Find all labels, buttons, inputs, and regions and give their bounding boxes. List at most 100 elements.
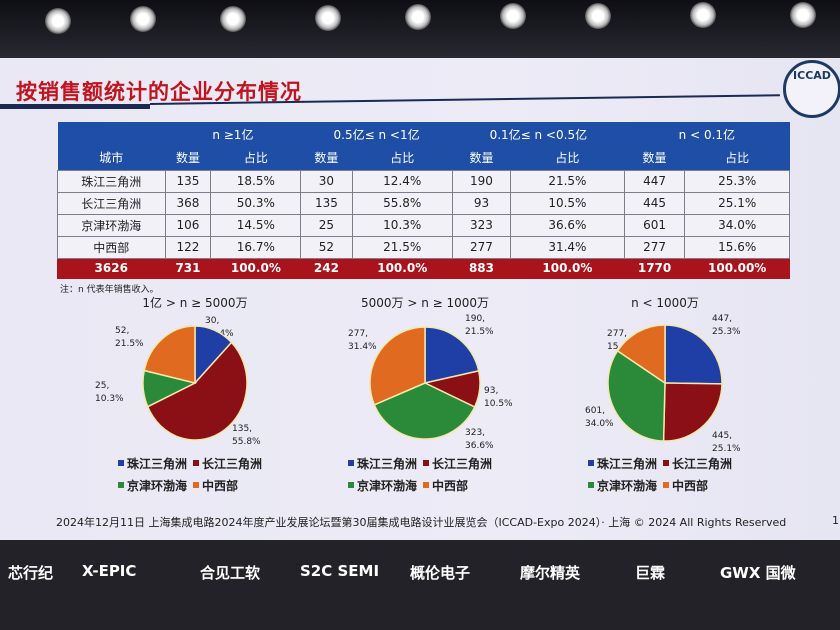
total-cell: 731 bbox=[164, 257, 212, 279]
group-header: n < 0.1亿 bbox=[624, 122, 790, 146]
table-row: 珠江三角洲 135 18.5% 30 12.4% 190 21.5% 447 25.3% bbox=[57, 169, 790, 193]
legend-label: 长江三角洲 bbox=[672, 457, 733, 471]
pie-slice bbox=[662, 382, 723, 442]
value-cell: 18.5% bbox=[210, 169, 302, 193]
slice-label: 93, 10.5% bbox=[484, 386, 513, 409]
total-cell: 883 bbox=[451, 257, 512, 279]
stage-light bbox=[315, 5, 341, 31]
slice-label: 25, 10.3% bbox=[95, 381, 124, 404]
city-cell: 长江三角洲 bbox=[57, 191, 166, 215]
sponsor-logo: 芯行纪 bbox=[8, 564, 54, 582]
legend-item: 中西部 bbox=[423, 479, 468, 493]
legend-swatch bbox=[663, 482, 670, 488]
slice-label: 190, 21.5% bbox=[465, 314, 494, 337]
stage-lights bbox=[0, 0, 840, 62]
pie-legend: 珠江三角洲 长江三角洲 京津环渤海 中西部 bbox=[118, 453, 318, 497]
pie-title: 1亿 > n ≥ 5000万 bbox=[142, 296, 248, 310]
pie-title: n < 1000万 bbox=[631, 296, 699, 310]
legend-label: 中西部 bbox=[202, 479, 239, 493]
legend-label: 长江三角洲 bbox=[202, 457, 263, 471]
table-row: 中西部 122 16.7% 52 21.5% 277 31.4% 277 15.6% bbox=[57, 235, 790, 259]
legend-swatch bbox=[588, 460, 594, 466]
pie-slice bbox=[146, 341, 248, 441]
legend-label: 中西部 bbox=[432, 479, 469, 493]
value-cell: 368 bbox=[164, 191, 212, 215]
city-cell: 中西部 bbox=[57, 235, 166, 259]
value-cell: 16.7% bbox=[210, 235, 302, 259]
iccad-logo: ICCAD bbox=[783, 60, 840, 118]
value-cell: 10.5% bbox=[510, 191, 625, 215]
value-cell: 25.1% bbox=[684, 191, 790, 215]
legend-label: 珠江三角洲 bbox=[127, 457, 188, 471]
total-row: 3626 731 100.0% 242 100.0% 883 100.0% 1770 100.0… bbox=[57, 257, 790, 279]
value-cell: 93 bbox=[451, 191, 512, 215]
value-cell: 14.5% bbox=[210, 213, 302, 237]
pie-slice bbox=[373, 382, 476, 440]
legend-item: 京津环渤海 bbox=[348, 479, 417, 493]
total-cell: 100.0% bbox=[510, 257, 625, 279]
legend-item: 珠江三角洲 bbox=[348, 457, 417, 471]
table-note: 注：n 代表年销售收入。 bbox=[60, 285, 159, 295]
total-cell: 100.0% bbox=[210, 257, 302, 279]
pie-legend: 珠江三角洲 长江三角洲 京津环渤海 中西部 bbox=[588, 453, 788, 497]
legend-item: 珠江三角洲 bbox=[118, 457, 187, 471]
legend-item: 中西部 bbox=[193, 479, 238, 493]
legend-swatch bbox=[423, 482, 430, 488]
value-cell: 21.5% bbox=[510, 169, 625, 193]
legend-item: 京津环渤海 bbox=[588, 479, 657, 493]
pie-legend: 珠江三角洲 长江三角洲京津环渤海 中西部 bbox=[348, 453, 548, 497]
sponsor-logo: X-EPIC bbox=[82, 562, 137, 580]
stage-light bbox=[790, 2, 816, 28]
value-cell: 277 bbox=[451, 235, 512, 259]
pie-slice bbox=[424, 326, 480, 384]
city-header: 城市 bbox=[57, 146, 166, 170]
sponsor-logo: GWX 国微 bbox=[720, 564, 796, 582]
value-cell: 122 bbox=[164, 235, 212, 259]
value-cell: 31.4% bbox=[510, 235, 625, 259]
value-cell: 25 bbox=[300, 213, 353, 237]
legend-label: 中西部 bbox=[672, 479, 709, 493]
sub-header: 占比 bbox=[210, 146, 301, 170]
city-cell: 京津环渤海 bbox=[57, 213, 166, 237]
total-cell: 100.00% bbox=[684, 257, 790, 279]
legend-item: 京津环渤海 bbox=[118, 479, 187, 493]
value-cell: 445 bbox=[623, 191, 686, 215]
pie-slice bbox=[616, 324, 666, 385]
value-cell: 15.6% bbox=[684, 235, 790, 259]
sub-header: 数量 bbox=[165, 146, 211, 170]
pie-slice bbox=[664, 324, 723, 385]
legend-label: 长江三角洲 bbox=[432, 457, 493, 471]
slice-label: 447, 25.3% bbox=[712, 314, 741, 337]
legend-item: 长江三角洲 bbox=[193, 457, 262, 471]
legend-swatch bbox=[193, 460, 200, 466]
total-cell: 242 bbox=[300, 257, 353, 279]
value-cell: 190 bbox=[451, 169, 512, 193]
pie-title: 5000万 > n ≥ 1000万 bbox=[360, 296, 490, 310]
sponsor-logo: 摩尔精英 bbox=[520, 564, 581, 582]
legend-label: 京津环渤海 bbox=[127, 479, 188, 493]
value-cell: 135 bbox=[164, 169, 212, 193]
legend-label: 珠江三角洲 bbox=[357, 457, 418, 471]
value-cell: 25.3% bbox=[684, 169, 790, 193]
slice-label: 277, 31.4% bbox=[348, 329, 377, 352]
slice-label: 323, 36.6% bbox=[465, 428, 494, 451]
stage-light bbox=[45, 8, 71, 34]
total-cell: 3626 bbox=[57, 257, 166, 279]
group-header: 0.5亿≤ n <1亿 bbox=[300, 122, 453, 146]
value-cell: 601 bbox=[623, 213, 686, 237]
legend-swatch bbox=[118, 482, 124, 488]
legend-item: 长江三角洲 bbox=[663, 457, 732, 471]
stage-light bbox=[585, 3, 611, 29]
sub-header: 占比 bbox=[684, 146, 790, 170]
slice-label: 135, 55.8% bbox=[232, 424, 261, 447]
legend-swatch bbox=[118, 460, 124, 466]
table-row: 长江三角洲 368 50.3% 135 55.8% 93 10.5% 445 25.1% bbox=[57, 191, 790, 215]
stage-light bbox=[405, 4, 431, 30]
legend-swatch bbox=[193, 482, 200, 488]
legend-swatch bbox=[423, 460, 430, 466]
sub-header: 数量 bbox=[624, 146, 685, 170]
stage-light bbox=[220, 6, 246, 32]
legend-item: 长江三角洲 bbox=[423, 457, 492, 471]
stage-light bbox=[500, 3, 526, 29]
